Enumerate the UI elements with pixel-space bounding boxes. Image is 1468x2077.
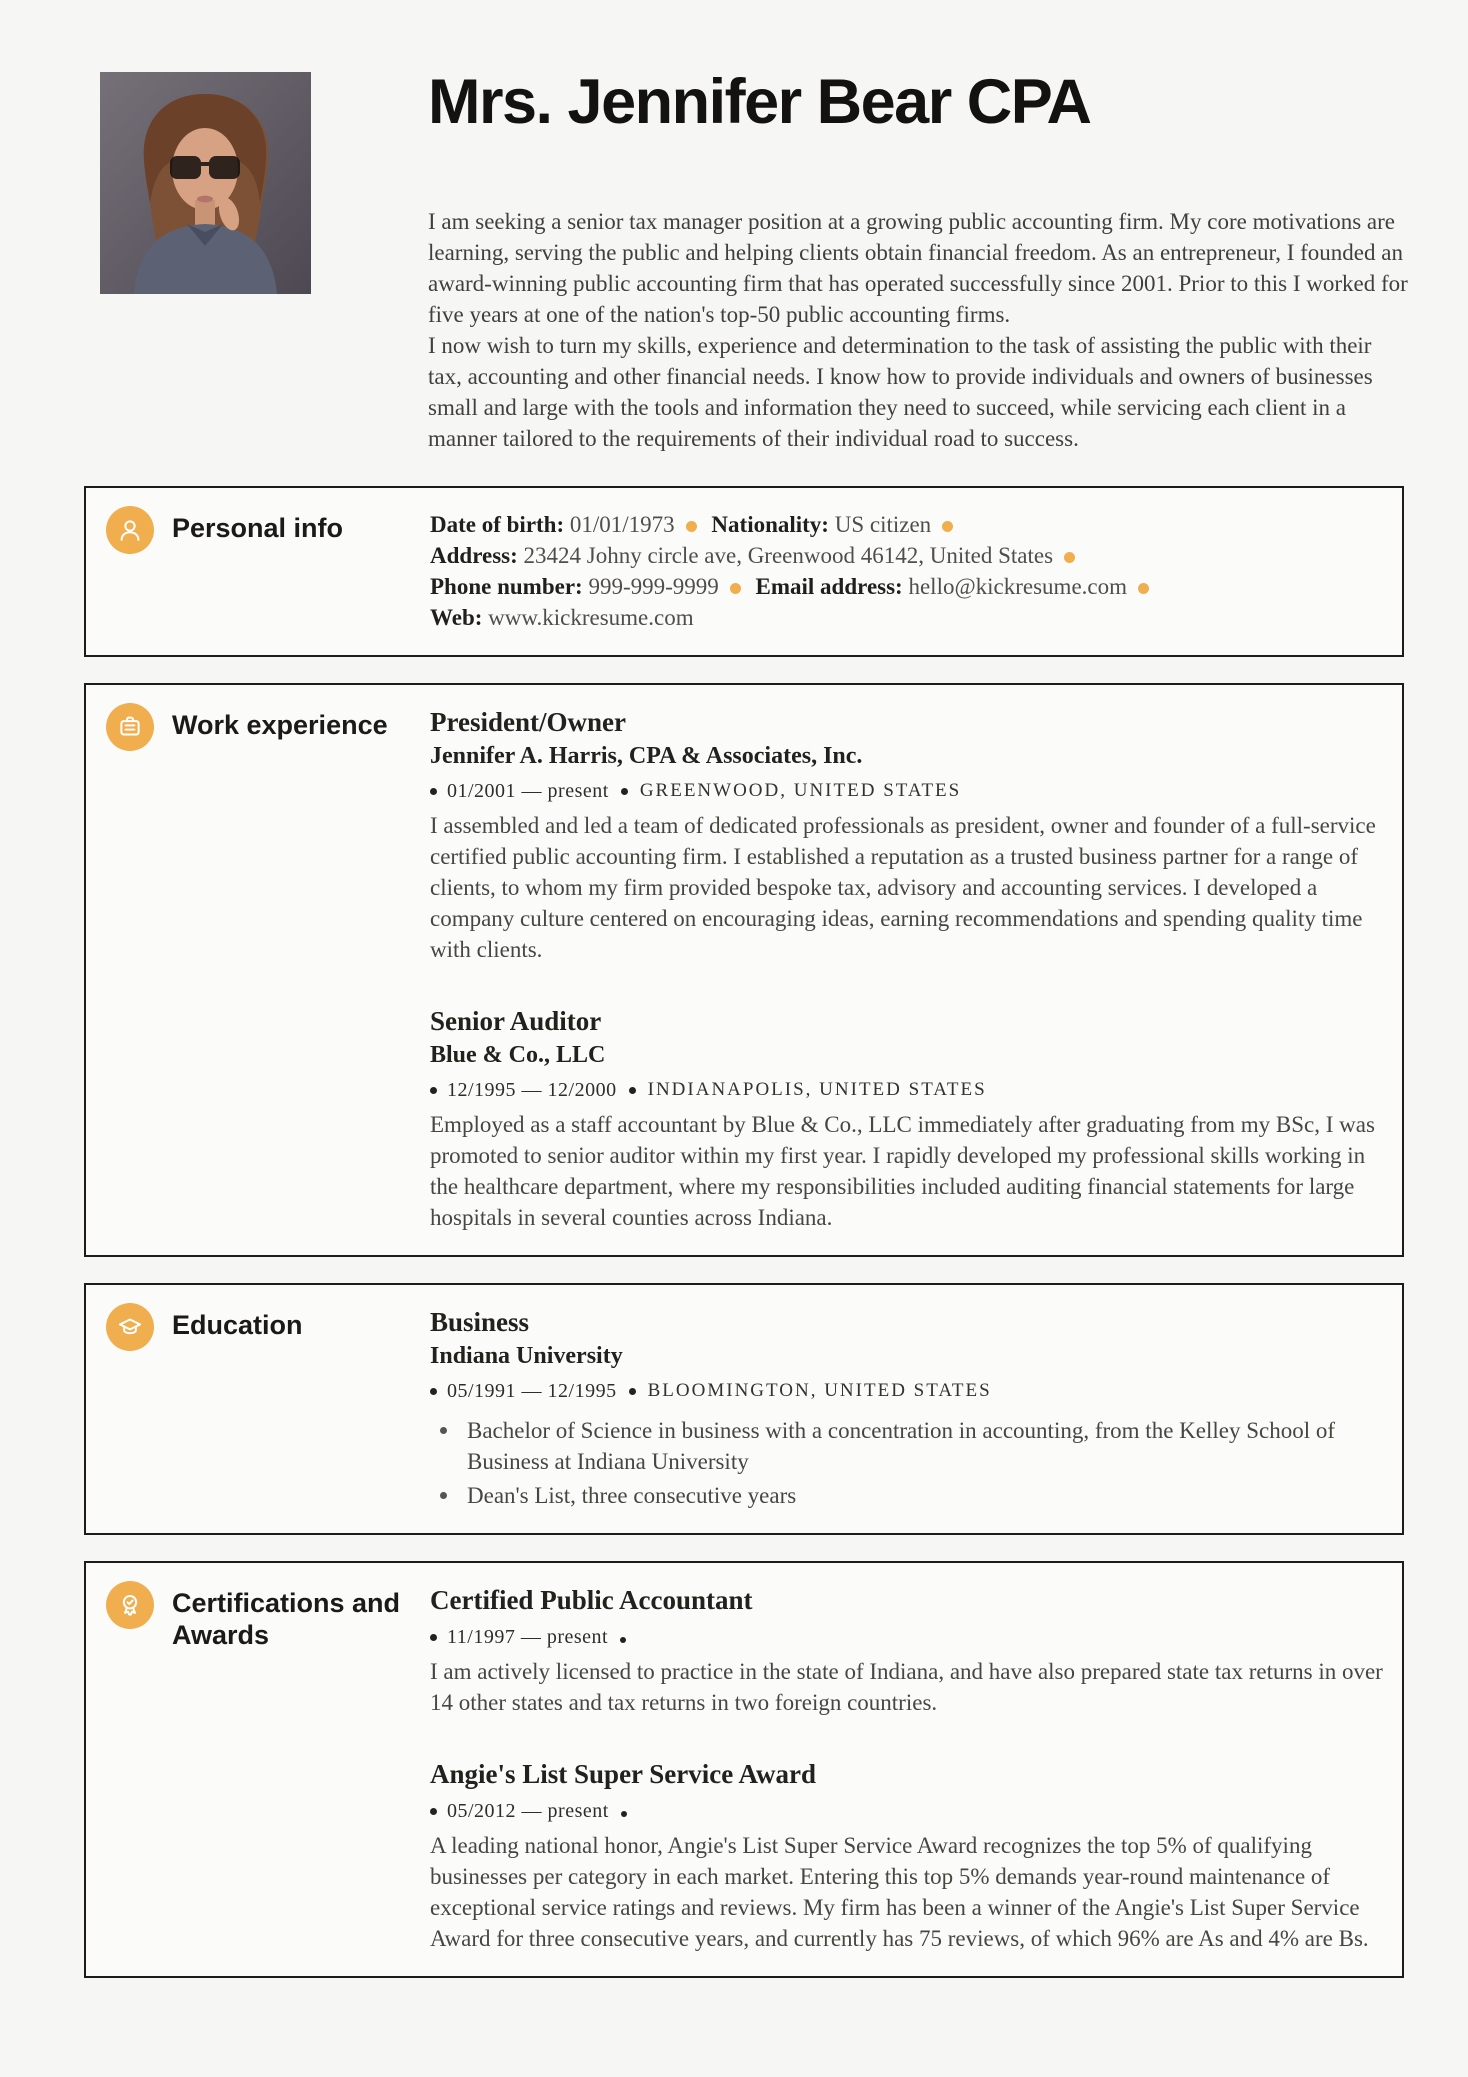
job-dates: 12/1995 — 12/2000: [447, 1078, 617, 1101]
education-bullet: Bachelor of Science in business with a c…: [430, 1415, 1388, 1477]
bullet-dot-icon: [628, 1387, 636, 1395]
section-heading-work-experience: Work experience: [106, 702, 430, 1233]
bullet-dot-icon: [620, 1810, 627, 1817]
certification-description: A leading national honor, Angie's List S…: [430, 1832, 1369, 1951]
summary-paragraph: I am seeking a senior tax manager positi…: [428, 208, 1408, 327]
briefcase-icon: [106, 702, 154, 751]
profile-photo-illustration: [100, 72, 311, 294]
education-dates: 05/1991 — 12/1995: [447, 1379, 617, 1402]
degree-title: Business: [430, 1306, 530, 1337]
job-company: Jennifer A. Harris, CPA & Associates, In…: [430, 742, 863, 769]
school-name: Indiana University: [430, 1342, 623, 1369]
separator-dot-icon: [729, 582, 741, 594]
personal-info-content: Date of birth: 01/01/1973 Nationality: U…: [430, 506, 1388, 633]
job-description: I assembled and led a team of dedicated …: [430, 812, 1376, 962]
summary-paragraph: I now wish to turn my skills, experience…: [428, 332, 1373, 451]
email-value: hello@kickresume.com: [908, 573, 1128, 599]
medal-icon: [106, 1580, 154, 1629]
graduation-cap-icon: [106, 1302, 154, 1351]
bullet-dot-icon: [430, 1807, 437, 1815]
certification-description: I am actively licensed to practice in th…: [430, 1658, 1383, 1715]
section-title: Personal info: [172, 512, 344, 543]
section-heading-education: Education: [106, 1302, 430, 1511]
phone-value: 999-999-9999: [588, 573, 719, 599]
job-title: President/Owner: [430, 706, 626, 737]
web-value: www.kickresume.com: [488, 604, 694, 630]
page-title: Mrs. Jennifer Bear CPA: [428, 67, 1092, 137]
web-label: Web:: [430, 604, 483, 630]
job-description: Employed as a staff accountant by Blue &…: [430, 1111, 1375, 1230]
job-title: Senior Auditor: [430, 1005, 602, 1036]
section-education: Education Business Indiana University 05…: [84, 1282, 1404, 1535]
section-work-experience: Work experience President/Owner Jennifer…: [84, 682, 1404, 1257]
separator-dot-icon: [685, 520, 697, 532]
job-location: INDIANAPOLIS, UNITED STATES: [647, 1079, 987, 1101]
section-title: Work experience: [172, 709, 388, 740]
personal-row: Phone number: 999-999-9999 Email address…: [430, 571, 1388, 602]
job-location: GREENWOOD, UNITED STATES: [639, 780, 962, 802]
bullet-dot-icon: [430, 1086, 437, 1094]
personal-row: Date of birth: 01/01/1973 Nationality: U…: [430, 509, 1388, 540]
separator-dot-icon: [1064, 551, 1076, 563]
certification-entry: Certified Public Accountant 11/1997 — pr…: [430, 1584, 1388, 1718]
bullet-dot-icon: [620, 1636, 627, 1643]
certification-entry: Angie's List Super Service Award 05/2012…: [430, 1758, 1388, 1954]
section-heading-certifications: Certifications and Awards: [106, 1580, 430, 1954]
education-entry: Business Indiana University 05/1991 — 12…: [430, 1306, 1388, 1511]
phone-label: Phone number:: [430, 573, 583, 599]
education-meta: 05/1991 — 12/1995 BLOOMINGTON, UNITED ST…: [430, 1380, 1388, 1403]
nationality-label: Nationality:: [711, 511, 829, 537]
dob-label: Date of birth:: [430, 511, 565, 537]
job-dates: 01/2001 — present: [447, 779, 609, 802]
certification-title: Certified Public Accountant: [430, 1584, 753, 1615]
section-heading-personal-info: Personal info: [106, 505, 430, 633]
section-certifications-awards: Certifications and Awards Certified Publ…: [84, 1560, 1404, 1978]
bullet-dot-icon: [628, 1086, 636, 1094]
certification-meta: 05/2012 — present: [430, 1800, 1388, 1823]
section-personal-info: Personal info Date of birth: 01/01/1973 …: [84, 485, 1404, 657]
address-value: 23424 Johny circle ave, Greenwood 46142,…: [523, 542, 1054, 568]
certification-dates: 05/2012 — present: [447, 1799, 609, 1822]
certification-meta: 11/1997 — present: [430, 1626, 1388, 1649]
dob-value: 01/01/1973: [569, 511, 675, 537]
certification-title: Angie's List Super Service Award: [430, 1758, 817, 1789]
bullet-dot-icon: [620, 787, 628, 795]
personal-row: Address: 23424 Johny circle ave, Greenwo…: [430, 540, 1388, 571]
bullet-dot-icon: [430, 1387, 437, 1395]
education-bullet: Dean's List, three consecutive years: [430, 1480, 1388, 1511]
separator-dot-icon: [1138, 582, 1150, 594]
email-label: Email address:: [755, 573, 903, 599]
bullet-dot-icon: [430, 1633, 437, 1641]
summary-text: I am seeking a senior tax manager positi…: [428, 206, 1410, 454]
bullet-dot-icon: [430, 787, 437, 795]
work-entry: President/Owner Jennifer A. Harris, CPA …: [430, 706, 1388, 965]
work-entry: Senior Auditor Blue & Co., LLC 12/1995 —…: [430, 1005, 1388, 1233]
job-company: Blue & Co., LLC: [430, 1041, 606, 1068]
personal-row: Web: www.kickresume.com: [430, 602, 1388, 633]
person-icon: [106, 505, 154, 554]
education-bullet-list: Bachelor of Science in business with a c…: [430, 1415, 1388, 1511]
separator-dot-icon: [942, 520, 954, 532]
certification-dates: 11/1997 — present: [447, 1625, 609, 1648]
education-location: BLOOMINGTON, UNITED STATES: [647, 1380, 992, 1402]
section-title: Certifications and Awards: [172, 1587, 401, 1650]
profile-photo: [100, 72, 311, 294]
job-meta: 12/1995 — 12/2000 INDIANAPOLIS, UNITED S…: [430, 1079, 1388, 1102]
address-label: Address:: [430, 542, 518, 568]
job-meta: 01/2001 — present GREENWOOD, UNITED STAT…: [430, 780, 1388, 803]
section-title: Education: [172, 1309, 303, 1340]
nationality-value: US citizen: [834, 511, 932, 537]
